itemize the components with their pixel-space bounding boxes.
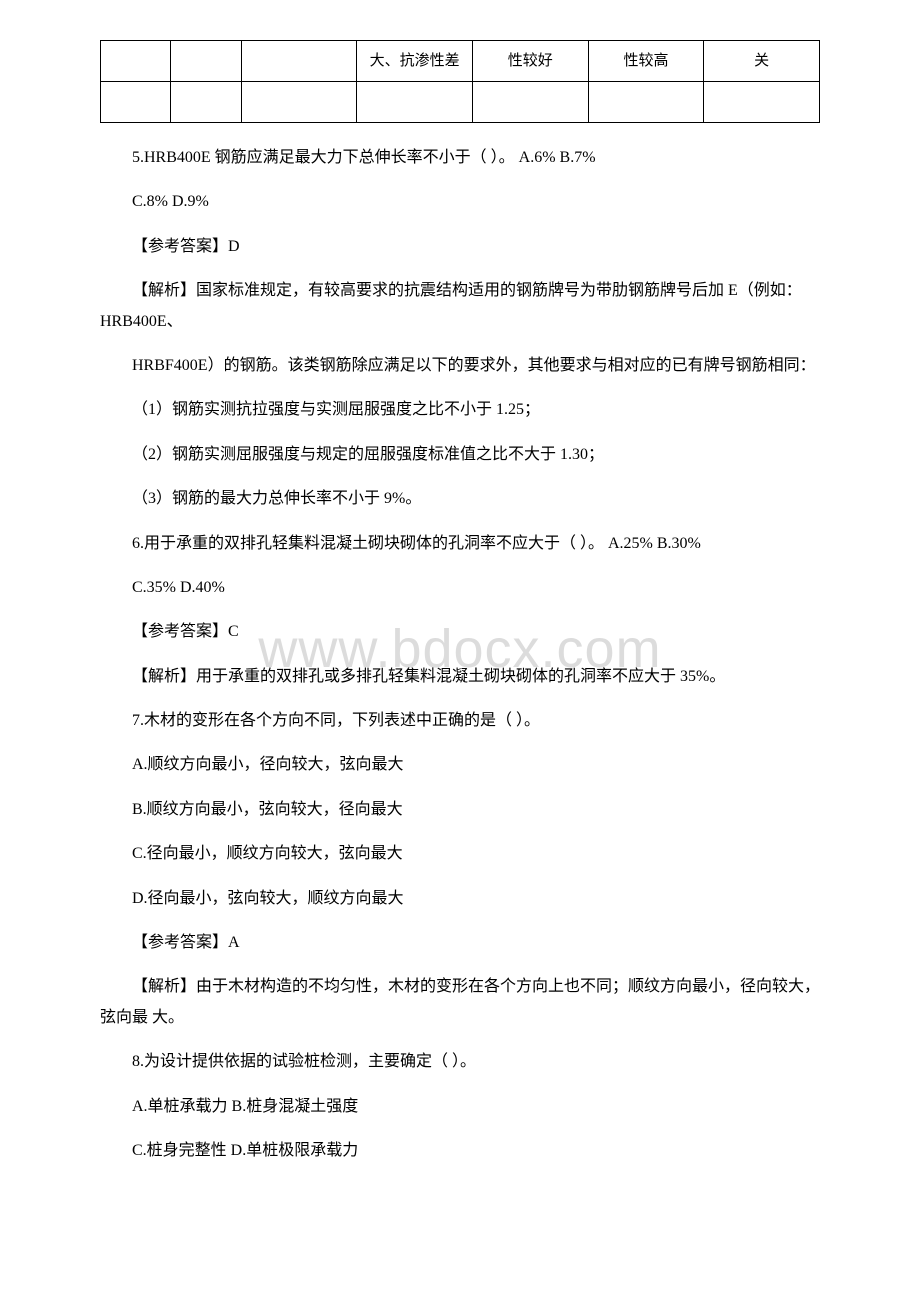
table-cell [588, 82, 704, 123]
table-cell [241, 41, 357, 82]
table-cell: 大、抗渗性差 [357, 41, 473, 82]
table-cell: 性较好 [472, 41, 588, 82]
q5-explain-1: 【解析】国家标准规定，有较高要求的抗震结构适用的钢筋牌号为带肋钢筋牌号后加 E（… [100, 276, 820, 337]
q5-options-cd: C.8% D.9% [100, 187, 820, 217]
table-cell [101, 82, 171, 123]
q7-answer: 【参考答案】A [100, 928, 820, 958]
table-cell [171, 41, 241, 82]
q5-stem: 5.HRB400E 钢筋应满足最大力下总伸长率不小于（ ）。 A.6% B.7% [100, 143, 820, 173]
q7-explain: 【解析】由于木材构造的不均匀性，木材的变形在各个方向上也不同；顺纹方向最小，径向… [100, 972, 820, 1033]
table-cell [101, 41, 171, 82]
table-cell [241, 82, 357, 123]
table-cell: 关 [704, 41, 820, 82]
document-page: 大、抗渗性差 性较好 性较高 关 5.HRB400E 钢筋应满足最大力下总伸长率… [0, 0, 920, 1240]
q6-answer: 【参考答案】C [100, 617, 820, 647]
q5-explain-2: HRBF400E）的钢筋。该类钢筋除应满足以下的要求外，其他要求与相对应的已有牌… [100, 351, 820, 381]
table-cell: 性较高 [588, 41, 704, 82]
q5-item-1: （1）钢筋实测抗拉强度与实测屈服强度之比不小于 1.25； [100, 395, 820, 425]
q6-explain: 【解析】用于承重的双排孔或多排孔轻集料混凝土砌块砌体的孔洞率不应大于 35%。 [100, 662, 820, 692]
table-row [101, 82, 820, 123]
q7-option-c: C.径向最小，顺纹方向较大，弦向最大 [100, 839, 820, 869]
table-cell [171, 82, 241, 123]
q6-options-cd: C.35% D.40% [100, 573, 820, 603]
table-row: 大、抗渗性差 性较好 性较高 关 [101, 41, 820, 82]
fragment-table: 大、抗渗性差 性较好 性较高 关 [100, 40, 820, 123]
q8-options-ab: A.单桩承载力 B.桩身混凝土强度 [100, 1092, 820, 1122]
q8-stem: 8.为设计提供依据的试验桩检测，主要确定（ ）。 [100, 1047, 820, 1077]
q5-item-2: （2）钢筋实测屈服强度与规定的屈服强度标准值之比不大于 1.30； [100, 440, 820, 470]
table-cell [704, 82, 820, 123]
q7-option-d: D.径向最小，弦向较大，顺纹方向最大 [100, 884, 820, 914]
table-cell [472, 82, 588, 123]
q6-stem: 6.用于承重的双排孔轻集料混凝土砌块砌体的孔洞率不应大于（ ）。 A.25% B… [100, 529, 820, 559]
table-cell [357, 82, 473, 123]
q5-answer: 【参考答案】D [100, 232, 820, 262]
q7-option-b: B.顺纹方向最小，弦向较大，径向最大 [100, 795, 820, 825]
q7-option-a: A.顺纹方向最小，径向较大，弦向最大 [100, 750, 820, 780]
q8-options-cd: C.桩身完整性 D.单桩极限承载力 [100, 1136, 820, 1166]
q7-stem: 7.木材的变形在各个方向不同，下列表述中正确的是（ ）。 [100, 706, 820, 736]
q5-item-3: （3）钢筋的最大力总伸长率不小于 9%。 [100, 484, 820, 514]
